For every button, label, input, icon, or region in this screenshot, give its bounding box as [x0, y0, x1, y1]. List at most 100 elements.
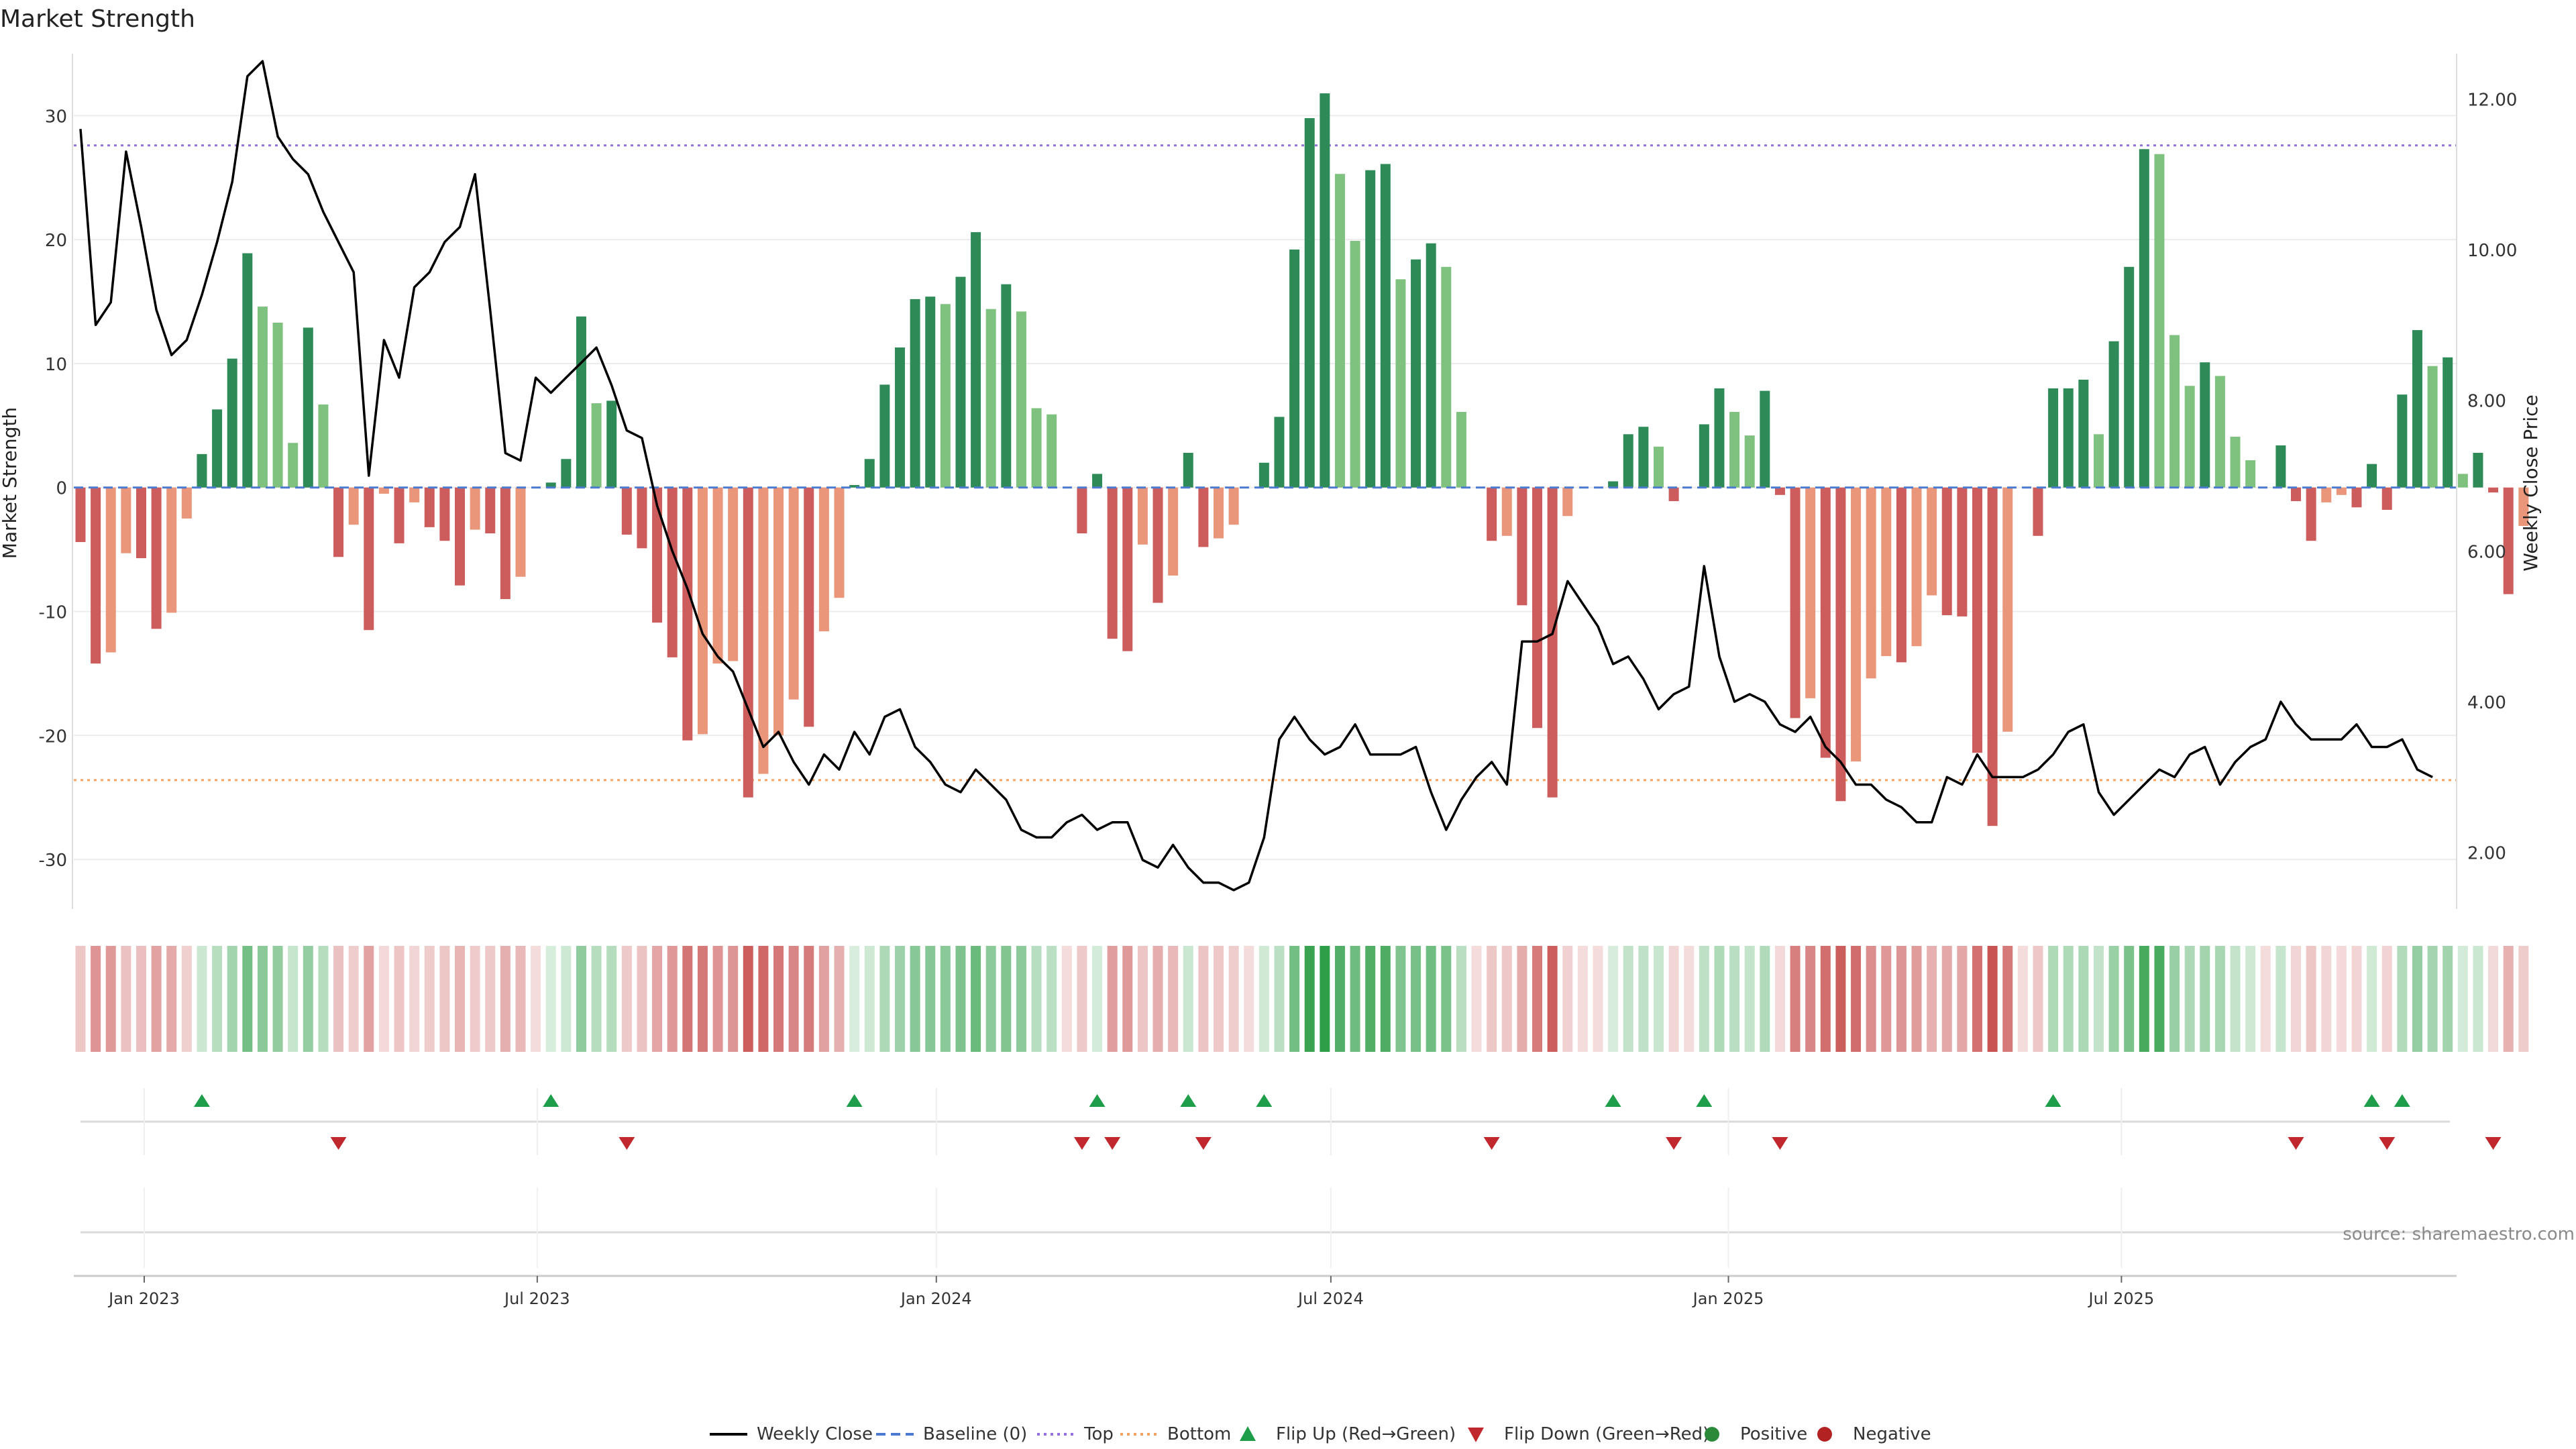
strength-bar-80: [1289, 249, 1300, 488]
heatmap-cell-7: [181, 946, 192, 1052]
heatmap-cell-11: [242, 946, 253, 1052]
strength-bar-54: [894, 347, 905, 488]
heatmap-cell-133: [2093, 946, 2104, 1052]
strength-bar-154: [2412, 330, 2422, 488]
heatmap-cell-53: [879, 946, 890, 1052]
strength-bar-141: [2214, 376, 2225, 488]
strength-bar-150: [2351, 487, 2362, 508]
flip-down-marker-74: [1195, 1137, 1212, 1150]
heatmap-cell-31: [545, 946, 556, 1052]
heatmap-cell-146: [2291, 946, 2302, 1052]
heatmap-cell-148: [2321, 946, 2332, 1052]
strength-bar-50: [834, 487, 845, 598]
heatmap-cell-10: [227, 946, 237, 1052]
strength-bar-41: [697, 487, 708, 735]
heatmap-cell-69: [1122, 946, 1133, 1052]
strength-bar-96: [1532, 487, 1543, 729]
heatmap-cell-89: [1426, 946, 1436, 1052]
heatmap-cell-90: [1441, 946, 1452, 1052]
heatmap-cell-101: [1608, 946, 1619, 1052]
strength-bar-90: [1441, 266, 1452, 488]
threshold-lines: [74, 144, 2457, 782]
strength-bar-9: [212, 409, 223, 488]
strength-bar-32: [561, 459, 572, 488]
flip-down-marker-105: [1666, 1137, 1682, 1150]
heatmap-cell-22: [409, 946, 420, 1052]
heatmap-cell-75: [1214, 946, 1224, 1052]
legend-item-0: Weekly Close: [710, 1424, 873, 1444]
heatmap-cell-88: [1411, 946, 1421, 1052]
strength-bar-94: [1501, 487, 1512, 536]
heatmap-cell-48: [804, 946, 814, 1052]
heatmap-cell-26: [470, 946, 480, 1052]
left-tick-label-5: -20: [39, 727, 67, 747]
strength-heatmap-strip: [75, 946, 2529, 1052]
strength-bar-14: [288, 443, 299, 488]
strength-bar-98: [1562, 487, 1573, 517]
strength-bar-47: [788, 487, 799, 700]
strength-bar-8: [197, 453, 207, 488]
strength-bar-159: [2488, 487, 2499, 493]
heatmap-cell-158: [2473, 946, 2483, 1052]
strength-bar-6: [166, 487, 177, 613]
heatmap-cell-82: [1320, 946, 1330, 1052]
strength-bar-35: [606, 400, 617, 488]
strength-bar-155: [2427, 366, 2438, 488]
heatmap-cell-142: [2230, 946, 2241, 1052]
heatmap-cell-23: [424, 946, 435, 1052]
heatmap-cell-4: [136, 946, 146, 1052]
heatmap-cell-151: [2367, 946, 2377, 1052]
strength-bar-29: [515, 487, 526, 577]
heatmap-cell-50: [834, 946, 845, 1052]
heatmap-cell-126: [1987, 946, 1998, 1052]
heatmap-cell-114: [1805, 946, 1816, 1052]
strength-bar-26: [470, 487, 480, 530]
left-tick-label-4: -10: [39, 603, 67, 623]
heatmap-cell-8: [197, 946, 207, 1052]
heatmap-cell-157: [2457, 946, 2468, 1052]
strength-bar-89: [1426, 243, 1436, 488]
flip-down-marker-159: [2485, 1137, 2502, 1150]
heatmap-cell-37: [637, 946, 647, 1052]
strength-bar-72: [1168, 487, 1179, 576]
strength-bar-27: [485, 487, 496, 534]
heatmap-cell-127: [2002, 946, 2013, 1052]
strength-bar-59: [971, 232, 981, 488]
strength-bar-17: [333, 487, 344, 557]
strength-bar-18: [348, 487, 359, 525]
strength-bar-5: [151, 487, 162, 629]
strength-bar-74: [1198, 487, 1209, 547]
left-axis: 30 20 10 0 -10 -20 -30: [39, 54, 73, 909]
heatmap-cell-111: [1760, 946, 1770, 1052]
strength-bar-149: [2336, 487, 2347, 495]
heatmap-cell-20: [378, 946, 389, 1052]
heatmap-cell-143: [2245, 946, 2256, 1052]
strength-bar-85: [1365, 170, 1376, 488]
heatmap-cell-92: [1471, 946, 1482, 1052]
heatmap-cell-33: [576, 946, 586, 1052]
heatmap-cell-19: [364, 946, 374, 1052]
right-tick-label-3: 6.00: [2467, 542, 2506, 562]
heatmap-cell-136: [2139, 946, 2149, 1052]
strength-bar-53: [879, 384, 890, 488]
weekly-close-line: [79, 60, 2433, 892]
heatmap-cell-116: [1835, 946, 1846, 1052]
heatmap-cell-70: [1137, 946, 1148, 1052]
heatmap-cell-66: [1077, 946, 1087, 1052]
strength-bar-48: [804, 487, 814, 727]
heatmap-cell-42: [712, 946, 723, 1052]
heatmap-cell-95: [1517, 946, 1527, 1052]
x-tick-label-2: Jan 2024: [900, 1289, 972, 1308]
strength-bar-116: [1835, 487, 1846, 802]
legend-item-7: Negative: [1817, 1424, 1931, 1444]
heatmap-cell-41: [697, 946, 708, 1052]
heatmap-cell-97: [1547, 946, 1558, 1052]
strength-bar-24: [439, 487, 450, 541]
flip-markers-panel: [80, 1088, 2502, 1268]
heatmap-cell-59: [971, 946, 981, 1052]
strength-bar-109: [1729, 412, 1740, 488]
heatmap-cell-43: [728, 946, 739, 1052]
legend-item-1: Baseline (0): [876, 1424, 1027, 1444]
heatmap-cell-109: [1729, 946, 1740, 1052]
